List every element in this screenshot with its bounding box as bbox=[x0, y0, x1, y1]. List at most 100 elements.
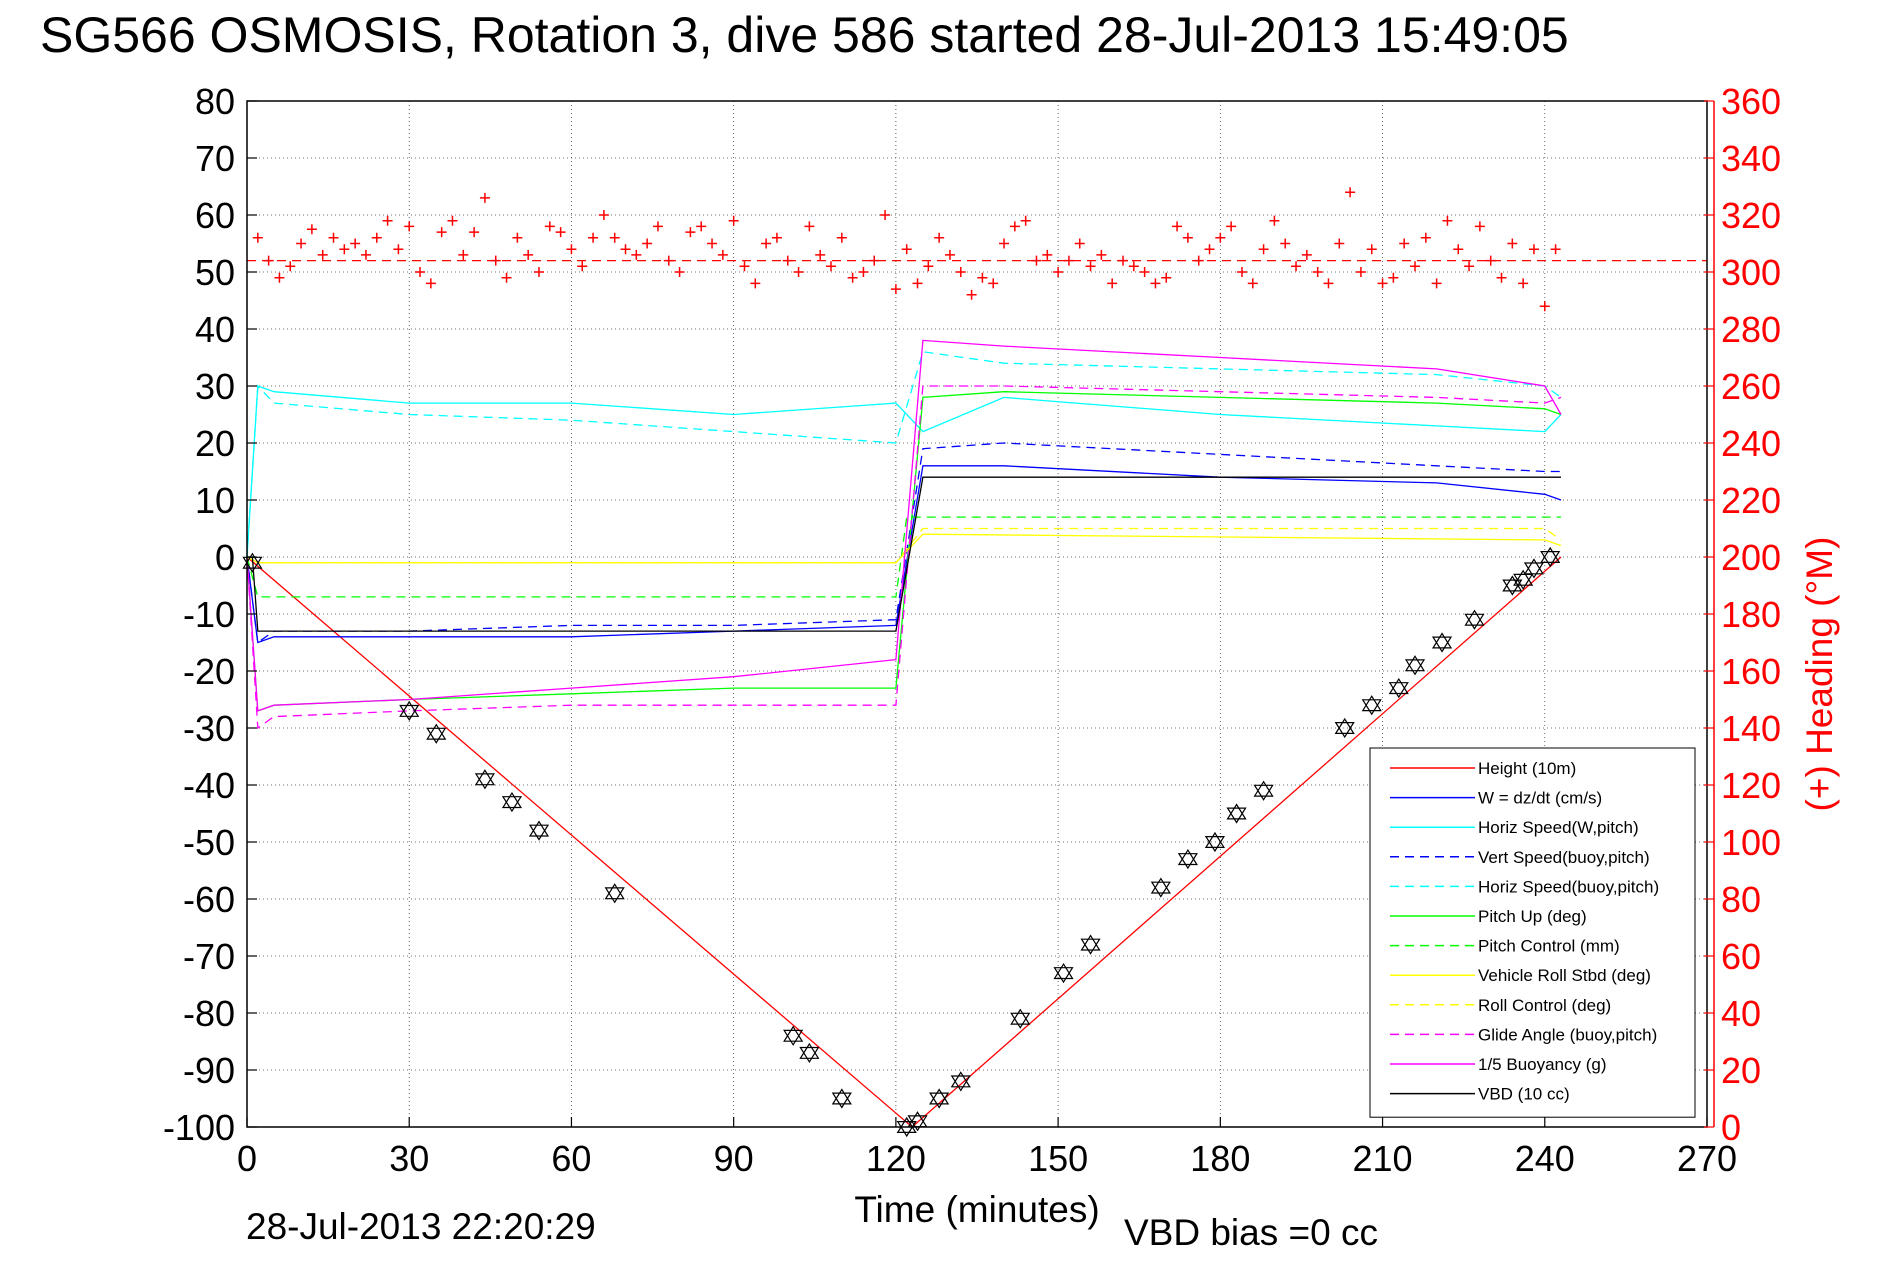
x-tick-label: 150 bbox=[1028, 1138, 1088, 1179]
heading-point bbox=[1139, 267, 1150, 277]
legend-label: Pitch Control (mm) bbox=[1478, 937, 1620, 956]
legend-label: Horiz Speed(W,pitch) bbox=[1478, 818, 1639, 837]
legend: Height (10m) W = dz/dt (cm/s) Horiz Speed(… bbox=[1369, 747, 1696, 1118]
y-tick-label-right: 20 bbox=[1721, 1050, 1761, 1091]
heading-point bbox=[836, 232, 847, 243]
legend-items: Height (10m) W = dz/dt (cm/s) Horiz Speed(… bbox=[1390, 759, 1659, 1104]
x-tick-label: 240 bbox=[1515, 1138, 1575, 1179]
y-tick-label-right: 340 bbox=[1721, 138, 1781, 179]
y-tick-label-right: 60 bbox=[1721, 936, 1761, 977]
heading-point bbox=[977, 272, 988, 283]
heading-point bbox=[1345, 187, 1356, 198]
legend-label: Pitch Up (deg) bbox=[1478, 907, 1587, 926]
y-tick-label-left: 80 bbox=[195, 81, 235, 122]
x-tick-label: 210 bbox=[1353, 1138, 1413, 1179]
heading-point bbox=[1280, 238, 1291, 249]
heading-point bbox=[1053, 267, 1064, 277]
transition-marker bbox=[1523, 558, 1545, 579]
heading-point bbox=[1291, 261, 1302, 272]
heading-point bbox=[890, 284, 901, 295]
y-tick-label-left: -10 bbox=[183, 594, 235, 635]
heading-point bbox=[274, 272, 285, 283]
y-tick-label-right: 140 bbox=[1721, 708, 1781, 749]
transition-marker bbox=[501, 791, 523, 813]
heading-point bbox=[1474, 221, 1485, 232]
heading-point bbox=[728, 215, 739, 226]
heading-point bbox=[631, 249, 642, 260]
y-tick-label-left: -20 bbox=[183, 651, 235, 692]
heading-point bbox=[1226, 221, 1237, 232]
heading-point bbox=[1042, 249, 1053, 260]
heading-point bbox=[652, 221, 663, 232]
y-tick-label-right: 260 bbox=[1721, 366, 1781, 407]
transition-marker bbox=[783, 1025, 804, 1046]
page-title: SG566 OSMOSIS, Rotation 3, dive 586 star… bbox=[40, 7, 1569, 63]
heading-point bbox=[782, 255, 793, 266]
transition-marker bbox=[1361, 695, 1382, 716]
heading-point bbox=[544, 221, 555, 232]
heading-point bbox=[1410, 261, 1420, 272]
y-tick-label-left: -80 bbox=[183, 993, 235, 1034]
series-line bbox=[246, 465, 1562, 644]
transition-marker bbox=[474, 769, 496, 790]
heading-point bbox=[815, 249, 826, 260]
heading-point bbox=[501, 272, 512, 283]
heading-point bbox=[739, 261, 750, 272]
heading-point bbox=[285, 261, 296, 272]
y-tick-label-left: -60 bbox=[183, 879, 235, 920]
right-axis-label: (+) Heading (°M) bbox=[1799, 537, 1840, 812]
heading-point bbox=[880, 210, 891, 220]
heading-point bbox=[1107, 278, 1118, 289]
heading-point bbox=[1442, 215, 1453, 226]
heading-point bbox=[1172, 221, 1183, 232]
heading-point bbox=[1431, 278, 1442, 289]
x-axis-label: Time (minutes) bbox=[854, 1189, 1099, 1230]
heading-point bbox=[523, 249, 534, 260]
y-tick-label-left: -40 bbox=[183, 765, 235, 806]
heading-point bbox=[512, 232, 523, 243]
transition-marker bbox=[929, 1088, 950, 1109]
heading-point bbox=[1528, 244, 1539, 255]
heading-point bbox=[1085, 261, 1096, 272]
transition-marker bbox=[1513, 569, 1534, 590]
heading-point bbox=[847, 272, 858, 283]
y-tick-label-left: 60 bbox=[195, 195, 235, 236]
legend-label: Glide Angle (buoy,pitch) bbox=[1478, 1025, 1657, 1044]
heading-point bbox=[393, 244, 404, 255]
heading-point bbox=[1020, 215, 1031, 226]
heading-point bbox=[934, 232, 945, 243]
heading-point bbox=[566, 244, 577, 255]
heading-point bbox=[901, 244, 912, 255]
heading-point bbox=[1182, 232, 1193, 243]
heading-point bbox=[1323, 278, 1334, 289]
series-line bbox=[246, 391, 1562, 712]
y-tick-label-left: 30 bbox=[195, 366, 235, 407]
heading-point bbox=[1258, 244, 1269, 255]
heading-point bbox=[1193, 255, 1204, 266]
heading-point bbox=[999, 238, 1010, 249]
y-tick-label-right: 280 bbox=[1721, 309, 1781, 350]
heading-point bbox=[588, 232, 599, 243]
x-tick-label: 0 bbox=[237, 1138, 257, 1179]
heading-point bbox=[1074, 238, 1085, 249]
transition-marker bbox=[1053, 962, 1074, 984]
heading-point bbox=[771, 232, 782, 243]
footer-timestamp: 28-Jul-2013 22:20:29 bbox=[246, 1206, 596, 1247]
x-tick-label: 90 bbox=[714, 1138, 754, 1179]
heading-point bbox=[1453, 244, 1464, 255]
legend-label: W = dz/dt (cm/s) bbox=[1478, 789, 1602, 808]
heading-point bbox=[1507, 238, 1518, 249]
y-tick-label-left: -30 bbox=[183, 708, 235, 749]
transition-marker bbox=[1464, 609, 1485, 630]
transition-marker bbox=[1226, 803, 1247, 824]
heading-point bbox=[447, 215, 458, 226]
y-tick-label-left: 50 bbox=[195, 252, 235, 293]
transition-marker bbox=[1080, 934, 1101, 955]
heading-point bbox=[1150, 278, 1161, 289]
y-tick-label-left: 10 bbox=[195, 480, 235, 521]
axis-ticks: 0 30 60 90 120 150 180 210 240 270 80 70 60 50 40 30 20 1… bbox=[163, 81, 1781, 1179]
vbd-bias-label: VBD bias =0 cc bbox=[1124, 1212, 1378, 1253]
transition-marker bbox=[799, 1042, 820, 1064]
y-tick-label-right: 200 bbox=[1721, 537, 1781, 578]
series-line bbox=[246, 385, 1562, 558]
